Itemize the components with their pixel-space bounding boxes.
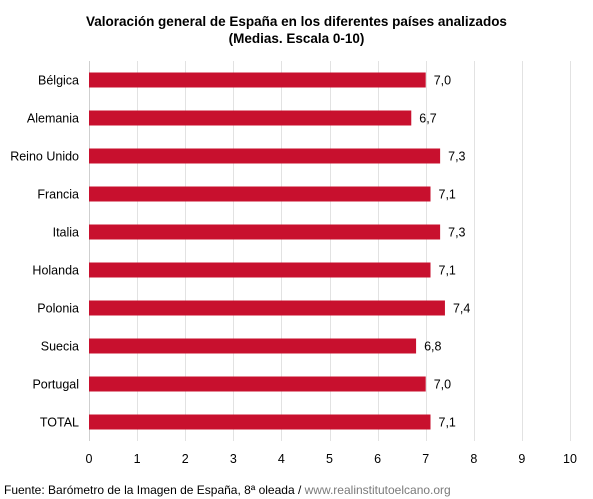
bar bbox=[89, 110, 412, 126]
category-label: Bélgica bbox=[38, 74, 79, 88]
bar bbox=[89, 186, 431, 202]
value-label: 7,4 bbox=[453, 302, 470, 316]
x-tick-label: 10 bbox=[563, 452, 577, 466]
chart-title: Valoración general de España en los dife… bbox=[0, 13, 593, 47]
x-tick-label: 7 bbox=[422, 452, 429, 466]
x-tick-label: 3 bbox=[230, 452, 237, 466]
value-label: 7,3 bbox=[448, 226, 465, 240]
bar bbox=[89, 72, 426, 88]
chart-title-line: Valoración general de España en los dife… bbox=[86, 14, 507, 29]
value-label: 7,1 bbox=[439, 416, 456, 430]
chart-subtitle: (Medias. Escala 0-10) bbox=[228, 31, 365, 46]
source-note: Fuente: Barómetro de la Imagen de España… bbox=[4, 483, 451, 497]
category-label: Reino Unido bbox=[10, 150, 79, 164]
value-label: 7,1 bbox=[439, 188, 456, 202]
bar bbox=[89, 148, 441, 164]
x-tick-label: 4 bbox=[278, 452, 285, 466]
bar bbox=[89, 414, 431, 430]
labels: 0 1 2 3 4 5 6 7 8 9 10 Bélgica 7,0 Alemania 6,7 Reino U… bbox=[10, 74, 577, 467]
x-tick-label: 5 bbox=[326, 452, 333, 466]
x-tick-label: 1 bbox=[134, 452, 141, 466]
value-label: 7,0 bbox=[434, 378, 451, 392]
x-tick-label: 9 bbox=[518, 452, 525, 466]
category-label: Alemania bbox=[27, 112, 79, 126]
bar bbox=[89, 376, 426, 392]
category-label: Suecia bbox=[41, 340, 79, 354]
category-label: Francia bbox=[37, 188, 79, 202]
x-tick-label: 0 bbox=[86, 452, 93, 466]
value-label: 7,1 bbox=[439, 264, 456, 278]
x-tick-label: 2 bbox=[182, 452, 189, 466]
value-label: 7,3 bbox=[448, 150, 465, 164]
source-text: Fuente: Barómetro de la Imagen de España… bbox=[4, 483, 305, 497]
value-label: 6,8 bbox=[424, 340, 441, 354]
bars bbox=[89, 72, 445, 430]
bar bbox=[89, 262, 431, 278]
value-label: 6,7 bbox=[419, 112, 436, 126]
value-label: 7,0 bbox=[434, 74, 451, 88]
bar bbox=[89, 224, 441, 240]
category-label: Italia bbox=[53, 226, 79, 240]
x-tick-label: 6 bbox=[374, 452, 381, 466]
category-label: Polonia bbox=[37, 302, 79, 316]
category-label: Portugal bbox=[32, 378, 79, 392]
category-label: Holanda bbox=[32, 264, 79, 278]
bar bbox=[89, 338, 417, 354]
x-tick-label: 8 bbox=[470, 452, 477, 466]
source-link[interactable]: www.realinstitutoelcano.org bbox=[304, 483, 451, 497]
category-label: TOTAL bbox=[40, 416, 79, 430]
bar bbox=[89, 300, 445, 316]
